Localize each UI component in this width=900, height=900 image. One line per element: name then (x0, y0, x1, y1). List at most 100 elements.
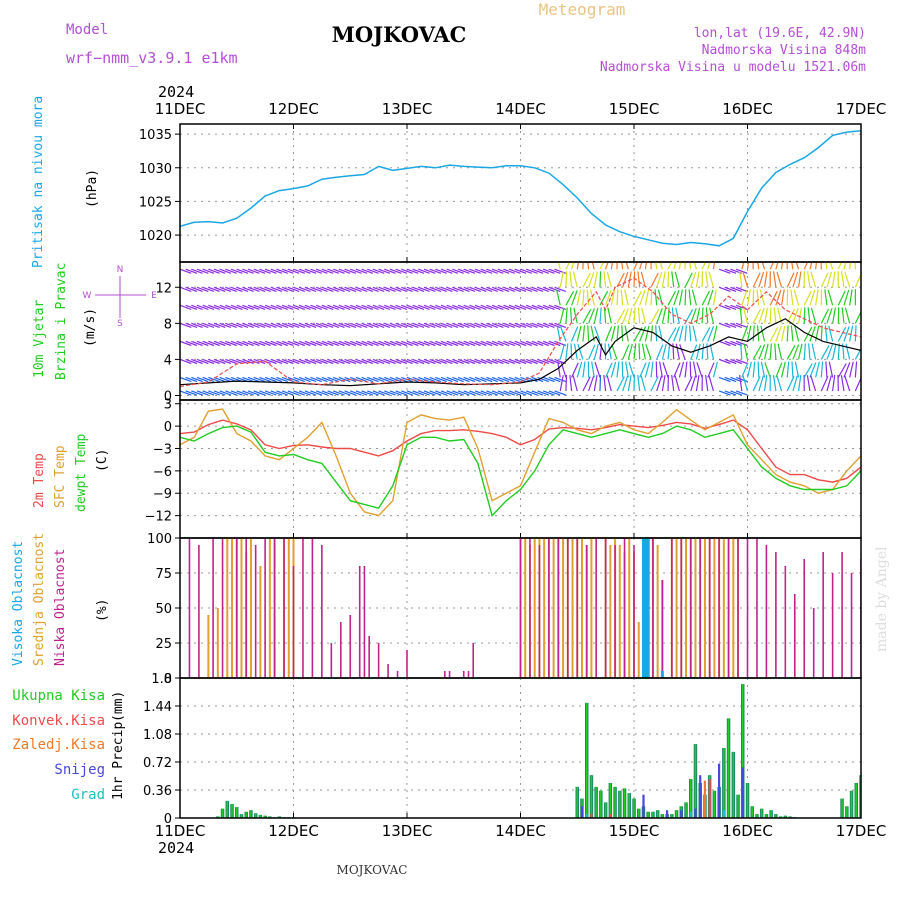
y-tick-label: 1.44 (143, 700, 172, 715)
date-tick-label-bottom: 17DEC (836, 822, 887, 840)
y-tick-label: 1020 (139, 229, 172, 244)
meteogram-title: Meteogram (539, 0, 626, 19)
wind-barb (845, 343, 851, 360)
wind-barb (293, 322, 306, 328)
wind-speed-line (180, 318, 861, 387)
wind-barb (474, 304, 487, 310)
wind-barb (661, 343, 667, 360)
wind-barb (423, 286, 436, 292)
wind-barb (497, 376, 510, 383)
wind-barb (196, 390, 209, 396)
wind-barb (276, 390, 289, 396)
wind-barb (730, 286, 743, 292)
wind-barb (264, 322, 277, 328)
wind-barb (790, 325, 794, 342)
wind-barb (633, 290, 643, 306)
wind-barb (355, 322, 368, 328)
wind-barb (758, 308, 765, 324)
wind-barb (718, 268, 731, 274)
compass-east: E (151, 291, 157, 301)
wind-barb (577, 344, 584, 360)
wind-barb (759, 289, 766, 306)
precip-conv-label: Konvek.Kisa (12, 713, 105, 729)
wind-barb (837, 290, 846, 306)
y-tick-label: 0 (164, 812, 172, 827)
wind-barb (593, 271, 598, 288)
wind-barb (270, 322, 283, 328)
wind-barb (837, 363, 847, 378)
wind-barb (828, 325, 834, 342)
wind-barb (616, 289, 619, 306)
wind-barb (361, 376, 374, 383)
wind-barb (712, 289, 717, 306)
wind-barb (684, 361, 688, 378)
wind-barb (639, 290, 646, 306)
wind-barb (230, 340, 243, 347)
wind-barb (219, 390, 232, 396)
wind-barb (587, 325, 590, 342)
precip-total-highlight (609, 783, 611, 818)
wind-barb (452, 268, 464, 274)
y-tick-label: 1025 (139, 195, 172, 210)
wind-barb (247, 304, 260, 310)
precip-total-highlight (259, 814, 261, 818)
wind-barb (406, 340, 419, 347)
wind-barb (678, 325, 684, 342)
wind-barb (333, 322, 345, 328)
wind-barb (384, 268, 396, 274)
wind-barb (304, 268, 317, 274)
wind-barb (372, 340, 385, 347)
wind-barb (794, 325, 800, 342)
wind-barb (780, 262, 784, 270)
wind-barb (843, 362, 851, 378)
wind-barb (338, 358, 351, 365)
wind-barb (775, 289, 782, 306)
wind-barb (810, 307, 817, 324)
wind-barb (429, 376, 442, 383)
date-tick-label-bottom: 13DEC (382, 822, 433, 840)
wind-barb (520, 286, 533, 292)
wind-barb (667, 307, 670, 324)
precip-snow-label: Snijeg (54, 762, 105, 778)
wind-barb (315, 304, 328, 310)
wind-barb (355, 340, 368, 347)
wind-barb (384, 304, 396, 310)
wind-barb (389, 268, 402, 274)
wind-barb (350, 358, 362, 365)
wind-barb (196, 376, 209, 383)
wind-barb (480, 286, 493, 292)
wind-barb (841, 307, 845, 324)
wind-barb (554, 376, 567, 383)
wind-barb (242, 390, 254, 396)
wind-barb (803, 307, 806, 324)
wind-barb (469, 390, 481, 396)
wind-barb (637, 307, 641, 324)
wind-barb (474, 322, 487, 328)
wind-barb (395, 322, 408, 328)
wind-barb (620, 289, 624, 306)
wind-barb (435, 286, 447, 292)
date-tick-label-top: 11DEC (155, 100, 206, 118)
wind-barb (367, 390, 379, 396)
precip-total-highlight (661, 814, 663, 818)
wind-barb (752, 361, 756, 378)
wind-barb (327, 340, 340, 347)
wind-barb (707, 326, 715, 342)
wind-barb (180, 390, 192, 396)
wind-barb (270, 304, 283, 310)
wind-barb (775, 326, 782, 342)
wind-barb (588, 344, 596, 360)
wind-barb (191, 340, 203, 347)
wind-barb (253, 286, 266, 292)
wind-barb (384, 390, 396, 396)
wind-barb (587, 262, 590, 270)
wind-barb (718, 390, 731, 396)
wind-barb (610, 325, 616, 342)
wind-barb (797, 271, 802, 288)
wind-barb (673, 362, 681, 378)
wind-barb (486, 358, 498, 365)
wind-barb (607, 343, 612, 360)
wind-barb (565, 291, 575, 306)
wind-barb (622, 375, 629, 392)
y-tick-label: 1035 (139, 128, 172, 143)
